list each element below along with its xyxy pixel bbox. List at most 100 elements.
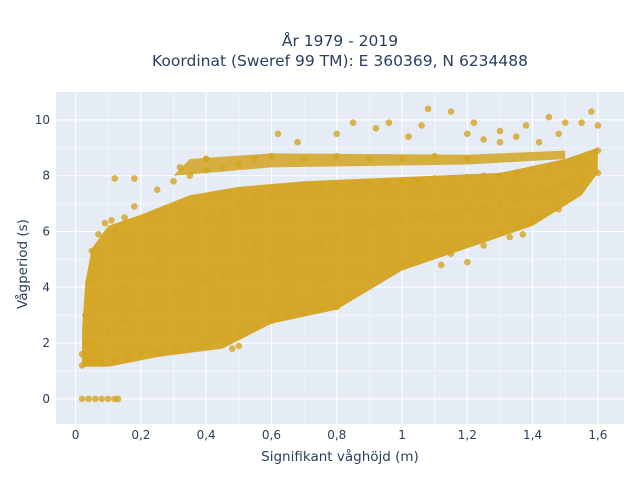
data-point: [512, 133, 520, 140]
data-point: [317, 278, 324, 286]
data-point: [104, 328, 112, 336]
data-point: [529, 166, 536, 174]
data-point: [114, 395, 122, 403]
data-point: [349, 180, 357, 188]
data-point: [137, 306, 145, 313]
data-point: [251, 261, 259, 269]
data-point: [555, 205, 563, 213]
data-point: [349, 228, 357, 235]
data-point: [235, 328, 243, 336]
data-point: [545, 164, 553, 171]
data-point: [124, 353, 132, 361]
data-point: [121, 214, 128, 221]
data-point: [366, 179, 373, 186]
data-point: [219, 334, 226, 341]
data-point: [186, 228, 194, 235]
data-point: [447, 250, 455, 258]
data-point: [431, 175, 438, 182]
data-point: [424, 105, 432, 113]
data-point: [496, 200, 504, 207]
x-tick-label: 1,2: [458, 428, 477, 442]
data-point: [522, 122, 530, 129]
data-point: [398, 177, 406, 185]
data-point: [366, 222, 373, 230]
data-point: [202, 278, 210, 286]
data-point: [219, 272, 226, 280]
data-point: [385, 119, 393, 126]
data-point: [202, 217, 210, 224]
data-point: [202, 155, 210, 163]
data-point: [415, 256, 422, 263]
data-point: [431, 211, 438, 219]
data-point: [594, 169, 602, 177]
x-tick-label: 0,2: [131, 428, 150, 442]
data-point: [496, 138, 504, 146]
data-point: [464, 258, 471, 266]
data-point: [398, 258, 406, 266]
data-point: [111, 356, 119, 364]
data-points: [78, 105, 602, 403]
data-point: [300, 244, 308, 252]
data-point: [284, 189, 292, 196]
y-tick-label: 2: [42, 336, 50, 350]
chart-title-line-2: Koordinat (Sweref 99 TM): E 360369, N 62…: [152, 52, 528, 70]
data-point: [415, 176, 422, 184]
data-point: [496, 127, 504, 135]
data-point: [464, 173, 471, 181]
data-point: [349, 270, 357, 277]
data-point: [333, 303, 341, 311]
data-point: [251, 155, 259, 163]
data-point: [464, 130, 471, 138]
data-point: [464, 205, 471, 213]
data-point: [88, 359, 96, 366]
data-point: [588, 108, 595, 115]
y-tick-label: 6: [42, 224, 50, 238]
x-axis-title: Signifikant våghöjd (m): [261, 448, 419, 465]
data-point: [512, 222, 520, 230]
data-point: [235, 161, 243, 168]
x-tick-label: 0,6: [262, 428, 281, 442]
data-point: [202, 339, 210, 347]
data-point: [398, 155, 406, 163]
data-point: [235, 200, 243, 207]
data-point: [512, 169, 520, 177]
data-point: [235, 267, 243, 274]
y-axis-ticks: 0 2 4 6 8 10: [35, 113, 50, 406]
y-axis-title: Vågperiod (s): [14, 219, 31, 309]
data-point: [268, 256, 275, 263]
data-point: [251, 323, 259, 330]
data-point: [300, 300, 308, 308]
data-point: [228, 345, 236, 352]
data-point: [447, 108, 455, 115]
data-point: [82, 311, 89, 319]
data-point: [91, 261, 99, 269]
data-point: [366, 155, 373, 163]
y-tick-label: 8: [42, 169, 50, 183]
data-point: [111, 228, 119, 235]
data-point: [578, 175, 585, 182]
data-point: [470, 119, 478, 126]
data-point: [82, 339, 89, 347]
data-point: [333, 130, 341, 138]
x-tick-label: 1,4: [523, 428, 542, 442]
data-point: [317, 239, 324, 246]
data-point: [561, 180, 569, 188]
data-point: [333, 182, 341, 189]
data-point: [447, 175, 455, 182]
data-point: [529, 217, 536, 224]
data-point: [382, 219, 390, 227]
data-point: [202, 166, 210, 174]
data-point: [284, 311, 292, 319]
data-point: [176, 164, 184, 171]
data-point: [506, 233, 514, 241]
data-point: [372, 124, 380, 132]
y-tick-label: 4: [42, 280, 50, 294]
data-point: [268, 152, 275, 160]
data-point: [300, 309, 308, 316]
data-point: [268, 317, 275, 325]
data-point: [333, 233, 341, 241]
y-tick-label: 0: [42, 392, 50, 406]
data-point: [268, 309, 275, 316]
data-point: [88, 339, 96, 347]
data-point: [594, 147, 602, 154]
